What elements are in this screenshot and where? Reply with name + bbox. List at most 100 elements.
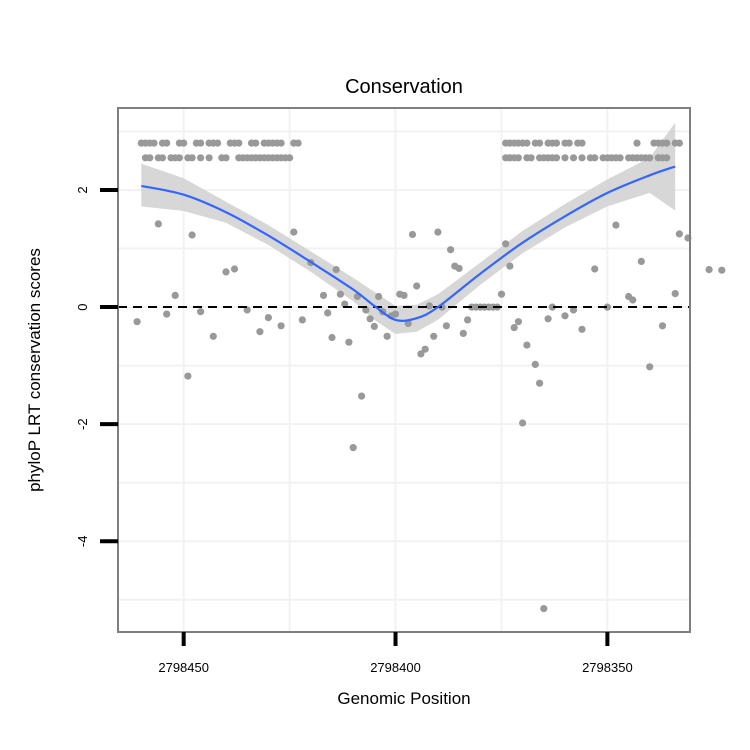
data-point: [150, 139, 158, 147]
data-point: [341, 300, 349, 308]
data-point: [345, 338, 353, 346]
data-point: [264, 314, 272, 322]
data-point: [430, 332, 438, 340]
data-point: [637, 257, 645, 265]
data-point: [561, 312, 569, 320]
data-point: [718, 266, 726, 274]
data-point: [536, 139, 544, 147]
data-point: [552, 154, 561, 162]
data-point: [214, 139, 222, 147]
data-point: [158, 154, 167, 162]
data-point: [425, 302, 433, 310]
data-point: [146, 154, 154, 162]
data-point: [400, 291, 408, 299]
data-point: [175, 154, 183, 162]
data-point: [290, 228, 298, 236]
x-axis: 2798450 2798400 2798350: [158, 632, 633, 675]
data-point: [252, 139, 260, 147]
data-point: [319, 291, 328, 299]
data-point: [552, 139, 561, 147]
points-group: [133, 139, 726, 613]
data-point: [705, 266, 713, 274]
data-point: [332, 266, 340, 274]
data-point: [514, 154, 523, 162]
data-point: [663, 154, 671, 162]
data-point: [324, 309, 332, 317]
confidence-band-group: [141, 122, 676, 334]
data-point: [531, 360, 539, 368]
data-point: [408, 230, 417, 239]
data-point: [658, 322, 667, 330]
data-point: [455, 264, 463, 272]
y-tick-label: 2: [75, 186, 90, 193]
data-point: [370, 322, 378, 330]
data-point: [328, 333, 336, 342]
data-point: [358, 392, 366, 400]
data-point: [514, 318, 523, 326]
data-point: [154, 220, 162, 228]
data-point: [442, 322, 450, 330]
data-point: [197, 139, 205, 147]
data-point: [561, 154, 569, 162]
data-point: [603, 303, 612, 311]
smooth-line: [141, 165, 676, 322]
data-point: [646, 363, 654, 371]
y-axis: -4 -2 0 2: [75, 186, 118, 547]
x-axis-label: Genomic Position: [337, 689, 470, 708]
data-point: [404, 319, 412, 328]
panel-border: [117, 107, 691, 633]
data-point: [375, 292, 383, 301]
data-point: [188, 154, 196, 162]
x-tick-label: 2798450: [158, 660, 209, 675]
data-point: [209, 332, 217, 340]
data-point: [663, 139, 671, 147]
data-point: [184, 372, 192, 380]
data-point: [243, 306, 251, 314]
data-point: [197, 308, 205, 316]
data-point: [171, 291, 179, 299]
data-point: [671, 290, 679, 298]
data-point: [591, 265, 599, 273]
confidence-band: [141, 122, 676, 334]
data-point: [205, 154, 213, 162]
data-point: [646, 154, 654, 162]
data-point: [294, 139, 302, 147]
data-point: [197, 154, 205, 162]
data-point: [502, 240, 510, 248]
data-point: [133, 318, 141, 326]
data-point: [222, 154, 230, 162]
data-point: [578, 139, 586, 147]
data-point: [417, 350, 425, 358]
data-point: [536, 379, 544, 387]
y-tick-label: 0: [75, 303, 90, 310]
x-tick-label: 2798350: [582, 660, 633, 675]
data-point: [391, 310, 400, 318]
data-point: [591, 154, 599, 162]
data-point: [464, 316, 472, 324]
data-point: [540, 605, 548, 613]
data-point: [578, 154, 586, 162]
data-point: [629, 296, 637, 304]
data-point: [565, 139, 573, 147]
data-point: [180, 139, 188, 147]
data-point: [675, 230, 684, 238]
data-point: [578, 325, 586, 333]
data-point: [383, 332, 391, 340]
data-point: [519, 419, 527, 427]
data-point: [349, 444, 357, 452]
data-point: [256, 328, 264, 336]
x-tick-label: 2798400: [370, 660, 421, 675]
data-point: [421, 345, 429, 353]
data-point: [569, 306, 578, 314]
data-point: [459, 329, 467, 337]
data-point: [523, 139, 531, 147]
data-point: [497, 290, 506, 298]
smooth-line-group: [141, 165, 676, 322]
data-point: [510, 324, 518, 332]
data-point: [434, 228, 442, 236]
data-point: [527, 154, 535, 162]
data-point: [633, 139, 641, 147]
data-point: [675, 139, 684, 147]
data-point: [569, 154, 578, 162]
